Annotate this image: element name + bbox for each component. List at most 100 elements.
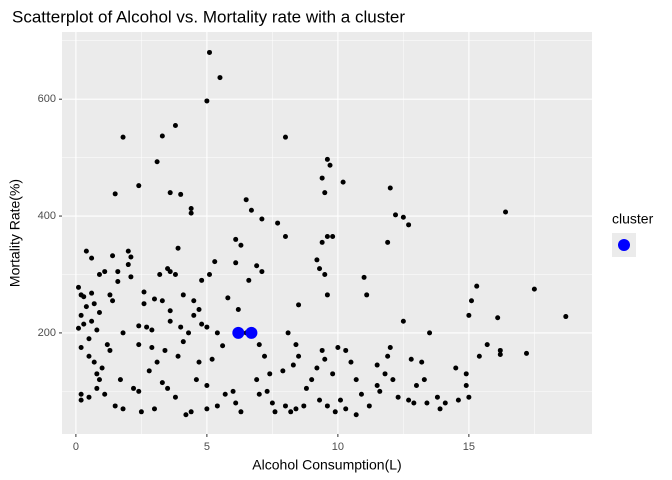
point — [159, 298, 165, 304]
point — [455, 397, 461, 403]
point — [330, 234, 336, 240]
point — [172, 271, 178, 277]
y-tick-label: 200 — [38, 327, 56, 339]
point — [374, 362, 380, 368]
point — [322, 271, 328, 277]
point — [180, 339, 186, 345]
point — [259, 269, 265, 275]
point — [256, 342, 262, 348]
point — [348, 359, 354, 365]
point — [151, 406, 157, 412]
point — [254, 377, 260, 383]
legend-marker — [618, 239, 630, 251]
x-tick-label: 10 — [332, 441, 344, 453]
point — [167, 190, 173, 196]
point — [282, 234, 288, 240]
point — [120, 406, 126, 412]
point — [319, 175, 325, 181]
point — [267, 371, 273, 377]
point — [186, 330, 192, 336]
point — [78, 312, 84, 318]
point — [136, 388, 142, 394]
point — [319, 347, 325, 353]
point — [204, 406, 210, 412]
point — [337, 397, 343, 403]
point — [199, 321, 205, 327]
point — [453, 365, 459, 371]
chart-title: Scatterplot of Alcohol vs. Mortality rat… — [12, 7, 405, 26]
point — [102, 269, 108, 275]
point — [324, 403, 330, 409]
legend-title: cluster — [612, 211, 654, 227]
point — [206, 271, 212, 277]
point — [180, 292, 186, 298]
point — [269, 400, 275, 406]
point — [175, 353, 181, 359]
point — [230, 388, 236, 394]
point — [188, 210, 194, 216]
point — [427, 330, 433, 336]
point — [243, 197, 249, 203]
point — [317, 397, 323, 403]
point — [497, 347, 503, 353]
point — [199, 277, 205, 283]
point — [364, 292, 370, 298]
point — [256, 391, 262, 397]
point — [78, 345, 84, 351]
point — [78, 397, 84, 403]
point — [497, 352, 503, 358]
point — [104, 342, 110, 348]
point — [214, 330, 220, 336]
point — [463, 383, 469, 389]
point — [324, 292, 330, 298]
point — [272, 409, 278, 415]
point — [96, 309, 102, 315]
point — [233, 236, 239, 242]
point — [89, 318, 95, 324]
point — [390, 377, 396, 383]
point — [76, 325, 82, 331]
y-tick-label: 400 — [38, 210, 56, 222]
point — [393, 212, 399, 218]
point — [413, 383, 419, 389]
point — [120, 134, 126, 140]
point — [290, 362, 296, 368]
point — [159, 133, 165, 139]
point — [107, 347, 113, 353]
point — [254, 263, 260, 269]
point — [408, 356, 414, 362]
point — [91, 359, 97, 365]
point — [89, 290, 95, 296]
point — [233, 260, 239, 266]
point — [206, 49, 212, 55]
point — [144, 324, 150, 330]
point — [411, 400, 417, 406]
point — [406, 222, 412, 228]
point — [162, 347, 168, 353]
point — [296, 353, 302, 359]
point — [204, 98, 210, 104]
point — [358, 391, 364, 397]
point — [309, 377, 315, 383]
point — [110, 253, 116, 259]
point — [503, 209, 509, 215]
point — [280, 368, 286, 374]
point — [293, 342, 299, 348]
point — [188, 205, 194, 211]
point — [196, 359, 202, 365]
point — [296, 302, 302, 308]
point — [115, 278, 121, 284]
point — [220, 343, 226, 349]
x-tick-label: 5 — [204, 441, 210, 453]
point — [324, 156, 330, 162]
point — [235, 307, 241, 313]
point — [193, 377, 199, 383]
point — [374, 383, 380, 389]
point — [183, 412, 189, 418]
x-tick-label: 15 — [463, 441, 475, 453]
point — [204, 383, 210, 389]
point — [288, 409, 294, 415]
point — [248, 207, 254, 213]
point — [484, 342, 490, 348]
